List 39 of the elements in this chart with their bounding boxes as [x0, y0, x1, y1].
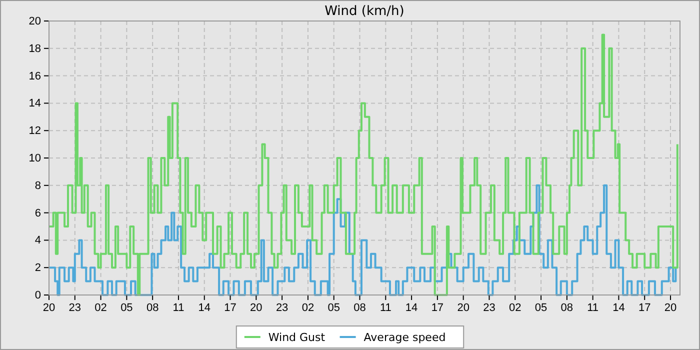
x-tick-label: 17 [224, 302, 236, 314]
x-tick-label: 17 [431, 302, 444, 314]
x-tick-label: 05 [328, 302, 340, 314]
y-tick-label: 14 [28, 98, 41, 110]
x-tick-label: 11 [172, 302, 184, 314]
x-tick-label: 05 [534, 302, 548, 314]
x-tick-label: 02 [509, 302, 522, 314]
y-tick-label: 2 [34, 262, 41, 274]
legend-label: Wind Gust [268, 331, 326, 344]
x-tick-label: 14 [198, 302, 210, 314]
x-tick-label: 23 [68, 302, 82, 314]
legend-label: Average speed [364, 331, 446, 344]
x-tick-label: 02 [302, 302, 314, 314]
x-tick-label: 23 [276, 302, 288, 314]
y-tick-label: 10 [28, 152, 41, 165]
y-tick-label: 16 [28, 70, 41, 82]
y-tick-label: 8 [34, 180, 41, 192]
x-tick-label: 02 [94, 302, 107, 314]
y-tick-label: 12 [28, 125, 41, 138]
x-tick-label: 17 [638, 302, 651, 314]
y-tick-label: 20 [28, 16, 41, 28]
y-tick-label: 0 [34, 290, 41, 302]
y-tick-label: 18 [28, 42, 41, 55]
x-tick-label: 14 [612, 302, 625, 314]
x-tick-label: 23 [483, 302, 496, 314]
x-tick-label: 11 [587, 302, 599, 314]
x-tick-label: 20 [42, 302, 56, 314]
x-tick-label: 08 [354, 302, 366, 314]
x-tick-label: 08 [146, 302, 159, 314]
y-tick-label: 4 [34, 234, 41, 247]
x-tick-label: 14 [405, 302, 418, 314]
x-tick-label: 20 [457, 302, 470, 314]
x-tick-label: 08 [560, 302, 574, 314]
x-tick-label: 20 [250, 302, 262, 314]
x-tick-label: 11 [380, 302, 392, 314]
chart-title: Wind (km/h) [324, 4, 404, 19]
x-tick-label: 20 [664, 302, 677, 314]
y-tick-label: 6 [34, 207, 41, 220]
x-tick-label: 05 [120, 302, 133, 314]
